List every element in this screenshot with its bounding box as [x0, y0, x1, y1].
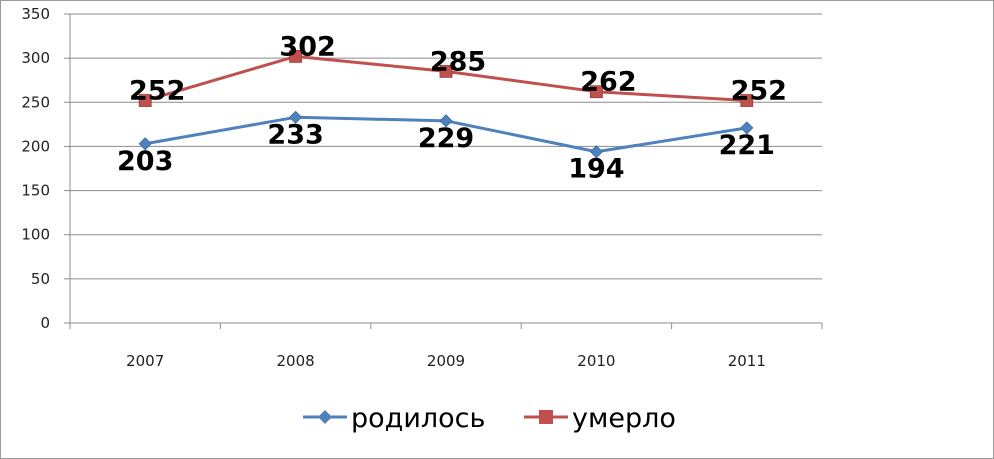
x-tick-label-2011: 2011	[728, 352, 766, 370]
data-label-rodilos-2008: 233	[267, 119, 323, 150]
legend-label-0: родилось	[351, 403, 485, 434]
marker-rodilos-2011	[740, 121, 754, 135]
y-tick-label: 0	[40, 314, 50, 332]
data-label-umerlo-2008: 302	[279, 31, 335, 62]
marker-umerlo-2010	[590, 85, 603, 99]
legend-marker-square	[539, 410, 553, 424]
data-label-umerlo-2010: 262	[580, 67, 636, 98]
marker-rodilos-2010	[589, 145, 603, 159]
legend-label-1: умерло	[572, 403, 676, 434]
y-tick-label: 100	[21, 226, 50, 244]
data-label-rodilos-2010: 194	[568, 154, 624, 185]
x-tick-label-2010: 2010	[577, 352, 615, 370]
x-tick-label-2008: 2008	[277, 352, 315, 370]
marker-umerlo-2007	[138, 94, 152, 107]
y-tick-label: 300	[21, 49, 50, 67]
y-tick-label: 250	[21, 93, 50, 111]
y-tick-label: 150	[21, 182, 50, 200]
marker-rodilos-2009	[439, 114, 453, 128]
y-tick-label: 350	[21, 5, 50, 23]
data-label-umerlo-2011: 252	[731, 76, 787, 107]
data-label-rodilos-2007: 203	[117, 146, 173, 177]
legend-marker-diamond	[318, 410, 332, 424]
marker-rodilos-2008	[289, 110, 303, 124]
data-label-umerlo-2007: 252	[129, 76, 185, 107]
x-tick-label-2007: 2007	[126, 352, 164, 370]
marker-rodilos-2007	[138, 137, 152, 151]
x-tick-label-2009: 2009	[427, 352, 465, 370]
data-label-umerlo-2009: 285	[430, 46, 486, 77]
data-label-rodilos-2011: 221	[719, 130, 775, 161]
marker-umerlo-2008	[289, 49, 303, 63]
data-label-rodilos-2009: 229	[418, 123, 474, 154]
y-tick-label: 200	[21, 137, 50, 155]
marker-umerlo-2011	[740, 94, 754, 107]
y-tick-label: 50	[31, 270, 50, 288]
marker-umerlo-2009	[439, 64, 453, 78]
